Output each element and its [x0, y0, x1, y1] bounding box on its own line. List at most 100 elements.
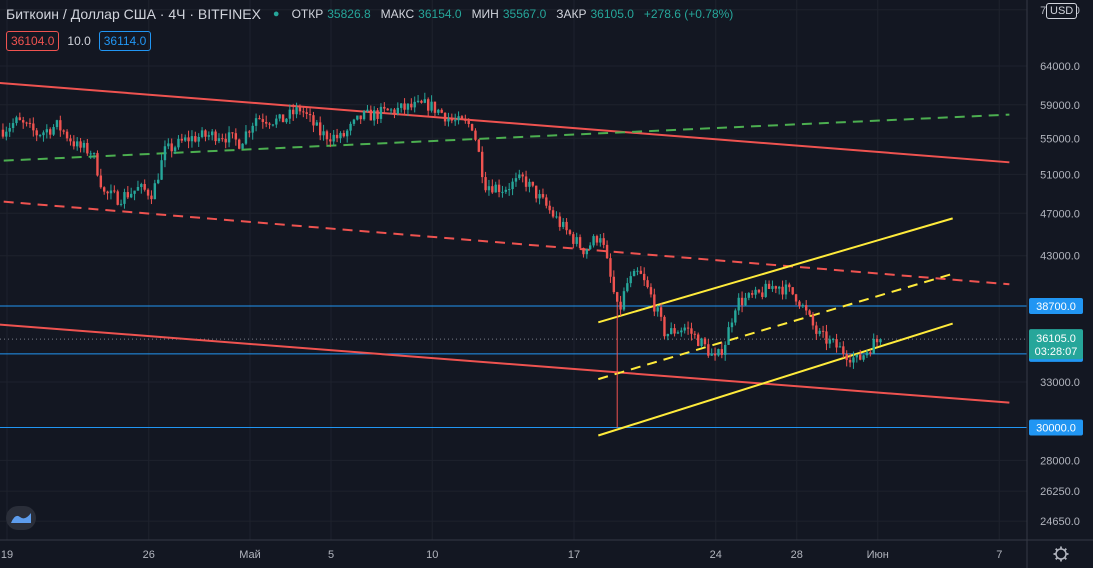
candle-body — [545, 197, 548, 206]
candle-body — [335, 134, 339, 139]
candle-body — [346, 130, 349, 137]
candle-body — [143, 184, 146, 190]
candle-body — [616, 292, 619, 302]
candle-body — [106, 191, 109, 194]
candle-body — [605, 244, 609, 259]
candle-body — [349, 123, 352, 131]
candle-body — [386, 108, 389, 111]
candle-body — [170, 143, 173, 152]
candle-body — [214, 131, 217, 142]
candle-body — [869, 352, 872, 354]
candle-body — [423, 99, 427, 103]
y-tick-label: 33000.0 — [1040, 377, 1080, 389]
candle-body — [548, 205, 551, 211]
candle-body — [727, 327, 730, 345]
candle-body — [275, 118, 278, 125]
x-tick-label: Май — [239, 549, 261, 561]
y-tick-label: 26250.0 — [1040, 486, 1080, 498]
trendline-red — [0, 323, 1010, 404]
candle-body — [430, 101, 433, 111]
candle-body — [69, 138, 72, 142]
candle-body — [15, 117, 18, 124]
candle-body — [666, 333, 670, 337]
candle-body — [484, 177, 487, 191]
candle-body — [835, 339, 838, 348]
candle-body — [724, 344, 727, 355]
currency-button[interactable]: USD — [1046, 3, 1078, 19]
candle-body — [686, 327, 690, 329]
candle-body — [454, 120, 457, 122]
gear-tooth — [1063, 548, 1067, 552]
candle-body — [602, 238, 605, 245]
settings-gear-icon[interactable] — [1053, 546, 1069, 562]
buy-button[interactable]: 36114.0 — [98, 31, 152, 51]
candle-body — [52, 127, 55, 135]
candle-body — [116, 191, 119, 205]
candle-body — [234, 133, 238, 140]
trendline-yellow — [598, 217, 953, 324]
candle-body — [265, 121, 268, 124]
candle-body — [514, 178, 518, 182]
candle-body — [413, 101, 416, 108]
candle-body — [406, 103, 410, 110]
tradingview-logo-icon[interactable] — [6, 506, 36, 530]
candle-body — [697, 334, 700, 347]
candle-body — [791, 287, 794, 295]
candle-body — [217, 138, 221, 142]
candle-body — [410, 103, 413, 108]
countdown-label: 03:28:07 — [1035, 346, 1078, 358]
candle-body — [767, 283, 771, 289]
candle-body — [261, 119, 265, 122]
candle-body — [757, 289, 761, 293]
change-value: +278.6 (+0.78%) — [643, 7, 734, 21]
symbol-title[interactable]: Биткоин / Доллар США · 4Ч · BITFINEX — [6, 6, 261, 22]
candle-body — [241, 143, 244, 149]
candle-body — [636, 270, 639, 272]
candle-body — [322, 131, 325, 136]
candle-body — [470, 124, 474, 131]
candle-body — [629, 276, 632, 284]
candle-body — [82, 142, 86, 148]
candle-body — [18, 117, 22, 121]
candle-body — [227, 132, 231, 143]
candle-body — [673, 328, 676, 334]
candle-body — [504, 189, 508, 192]
candle-body — [818, 330, 821, 334]
candle-body — [251, 125, 254, 133]
y-tick-label: 55000.0 — [1040, 133, 1080, 145]
candle-body — [508, 189, 511, 191]
horizontal-levels — [0, 305, 1027, 428]
x-tick-label: 24 — [710, 549, 722, 561]
candle-body — [558, 216, 562, 227]
close-label: ЗАКР — [556, 7, 587, 21]
candle-body — [872, 339, 875, 354]
candle-body — [511, 181, 514, 190]
candle-body — [153, 183, 157, 200]
candle-body — [403, 103, 406, 110]
candle-body — [45, 129, 49, 133]
candle-body — [663, 316, 666, 337]
gear-tooth — [1055, 556, 1059, 560]
candle-body — [501, 191, 504, 193]
candle-body — [653, 294, 656, 312]
x-tick-label: 5 — [328, 549, 334, 561]
level-price-label: 38700.0 — [1036, 301, 1076, 313]
candle-body — [416, 100, 420, 102]
trendline-red — [0, 200, 1010, 286]
candle-body — [437, 109, 440, 113]
candle-body — [538, 194, 541, 199]
chart-header: Биткоин / Доллар США · 4Ч · BITFINEX ● О… — [6, 6, 733, 22]
level-price-label-bg — [1029, 297, 1083, 314]
candle-body — [541, 194, 545, 198]
candle-body — [680, 330, 683, 333]
candle-body — [79, 141, 82, 148]
candle-body — [690, 328, 693, 334]
candle-body — [578, 237, 582, 248]
sell-button[interactable]: 36104.0 — [6, 31, 60, 51]
candle-body — [761, 292, 764, 297]
quote-row: 36104.0 10.0 36114.0 — [6, 31, 152, 51]
candle-body — [248, 131, 251, 133]
candle-body — [467, 120, 470, 125]
